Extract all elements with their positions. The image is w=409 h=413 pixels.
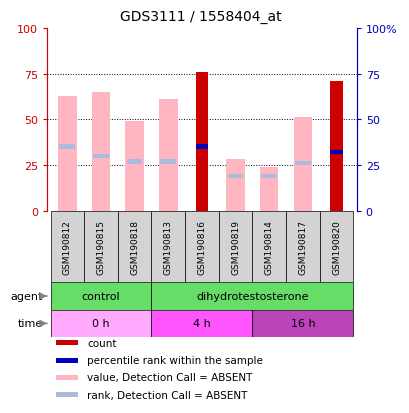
Bar: [125, 122, 144, 211]
Bar: [227, 174, 243, 179]
Bar: [56, 341, 78, 346]
Text: GSM190813: GSM190813: [163, 219, 172, 274]
Text: 0 h: 0 h: [92, 319, 110, 329]
Text: rank, Detection Call = ABSENT: rank, Detection Call = ABSENT: [87, 389, 247, 399]
Bar: [58, 96, 76, 211]
Bar: [330, 82, 342, 211]
Text: GSM190814: GSM190814: [264, 219, 273, 274]
Text: GSM190816: GSM190816: [197, 219, 206, 274]
Bar: [196, 145, 207, 150]
Bar: [117, 211, 151, 282]
Bar: [59, 145, 75, 150]
Bar: [261, 174, 276, 179]
Bar: [196, 73, 207, 211]
Text: 4 h: 4 h: [193, 319, 210, 329]
Bar: [50, 310, 151, 337]
Text: GSM190819: GSM190819: [231, 219, 240, 274]
Bar: [259, 167, 278, 211]
Text: dihydrotestosterone: dihydrotestosterone: [196, 291, 308, 301]
Text: GSM190812: GSM190812: [63, 219, 72, 274]
Bar: [126, 159, 142, 164]
Bar: [218, 211, 252, 282]
Bar: [159, 100, 177, 211]
Bar: [160, 159, 176, 164]
Bar: [56, 375, 78, 380]
Text: agent: agent: [11, 291, 43, 301]
Bar: [252, 211, 285, 282]
Bar: [226, 160, 244, 211]
Bar: [93, 154, 108, 159]
Bar: [319, 211, 353, 282]
Text: GSM190817: GSM190817: [298, 219, 307, 274]
Text: time: time: [18, 319, 43, 329]
Bar: [160, 159, 176, 164]
Bar: [151, 310, 252, 337]
Bar: [50, 282, 151, 310]
Text: GSM190815: GSM190815: [96, 219, 105, 274]
Bar: [293, 118, 311, 211]
Bar: [184, 211, 218, 282]
Bar: [59, 145, 75, 150]
Bar: [50, 211, 84, 282]
Bar: [285, 211, 319, 282]
Bar: [56, 358, 78, 363]
Bar: [92, 93, 110, 211]
Text: count: count: [87, 338, 117, 348]
Text: percentile rank within the sample: percentile rank within the sample: [87, 355, 263, 365]
Bar: [294, 161, 310, 166]
Text: GSM190818: GSM190818: [130, 219, 139, 274]
Bar: [151, 282, 353, 310]
Bar: [93, 154, 108, 159]
Bar: [56, 392, 78, 397]
Text: control: control: [81, 291, 120, 301]
Text: 16 h: 16 h: [290, 319, 315, 329]
Bar: [330, 150, 342, 155]
Text: value, Detection Call = ABSENT: value, Detection Call = ABSENT: [87, 373, 252, 382]
Bar: [294, 161, 310, 166]
Bar: [151, 211, 184, 282]
Bar: [252, 310, 353, 337]
Bar: [84, 211, 117, 282]
Text: GDS3111 / 1558404_at: GDS3111 / 1558404_at: [120, 10, 281, 24]
Text: GSM190820: GSM190820: [331, 219, 340, 274]
Bar: [126, 159, 142, 164]
